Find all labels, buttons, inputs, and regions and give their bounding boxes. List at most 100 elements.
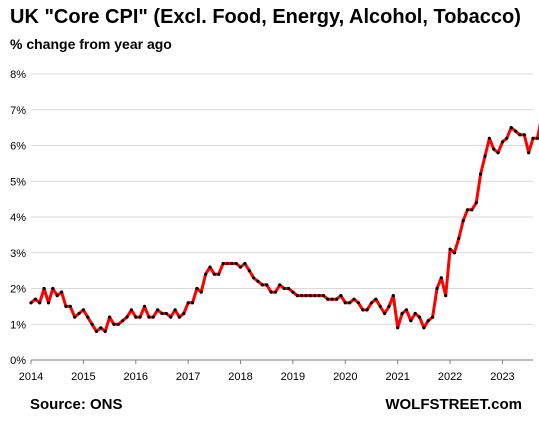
data-point: [68, 304, 72, 308]
x-axis-tick-labels: 2014 2015 2016 2017 2018 2019 2020 2021 2022 2023: [19, 371, 515, 383]
data-point: [326, 297, 330, 301]
data-point: [282, 286, 286, 291]
data-point: [138, 315, 142, 319]
data-point: [278, 283, 282, 287]
data-point: [365, 308, 369, 312]
data-point: [335, 297, 339, 301]
data-point: [422, 326, 426, 330]
data-point: [496, 151, 500, 155]
data-point: [252, 276, 256, 280]
data-point: [116, 322, 120, 326]
data-point: [304, 294, 308, 298]
data-point: [470, 208, 474, 212]
y-tick-label: 6%: [10, 141, 26, 153]
y-tick-label: 2%: [10, 284, 26, 296]
data-point: [505, 136, 509, 140]
data-point: [383, 311, 387, 316]
data-point: [125, 315, 129, 319]
data-point: [413, 311, 417, 316]
data-point: [208, 265, 212, 269]
data-point: [273, 290, 278, 294]
data-point: [265, 283, 269, 287]
data-point: [431, 315, 435, 319]
data-point: [287, 286, 291, 291]
x-tick-label: 2022: [438, 371, 462, 383]
data-point: [238, 265, 243, 269]
data-point: [221, 261, 225, 266]
y-tick-label: 1%: [10, 319, 26, 331]
data-point: [409, 319, 413, 323]
data-point: [29, 301, 33, 305]
data-point: [291, 290, 295, 294]
data-point: [527, 151, 531, 155]
y-tick-label: 5%: [10, 176, 26, 188]
data-point: [195, 286, 199, 291]
x-tick-label: 2019: [281, 371, 305, 383]
data-point: [108, 315, 112, 319]
x-tick-label: 2015: [71, 371, 95, 383]
data-point: [81, 308, 85, 312]
data-point: [369, 301, 374, 305]
data-point: [164, 311, 168, 316]
data-point: [243, 261, 247, 266]
data-point: [156, 308, 160, 312]
data-point: [461, 219, 465, 223]
data-point: [204, 272, 208, 276]
y-tick-label: 4%: [10, 212, 26, 224]
data-point: [147, 315, 151, 319]
data-point: [435, 286, 439, 291]
data-point: [439, 276, 443, 280]
data-point: [343, 301, 347, 305]
y-tick-label: 3%: [10, 248, 26, 260]
data-point: [269, 290, 273, 294]
data-point: [479, 172, 483, 176]
chart-title: UK "Core CPI" (Excl. Food, Energy, Alcoh…: [10, 6, 521, 28]
data-point: [348, 301, 352, 305]
brand-label: WOLFSTREET.com: [385, 396, 522, 413]
data-point: [522, 133, 526, 137]
data-point: [457, 236, 461, 240]
y-tick-label: 7%: [10, 105, 26, 117]
data-point: [426, 319, 430, 323]
data-point: [391, 294, 395, 298]
data-point: [103, 329, 107, 333]
data-point: [199, 290, 203, 294]
data-point: [60, 290, 64, 294]
data-point: [64, 304, 68, 308]
data-point: [321, 294, 326, 298]
data-point: [33, 297, 38, 301]
x-tick-label: 2014: [19, 371, 43, 383]
data-point: [173, 308, 177, 312]
data-point: [86, 315, 90, 319]
x-tick-label: 2016: [124, 371, 148, 383]
data-point: [112, 322, 116, 326]
data-point: [38, 301, 42, 305]
data-point: [514, 129, 518, 133]
data-point: [313, 294, 317, 298]
data-point: [260, 283, 264, 287]
x-tick-label: 2023: [490, 371, 514, 383]
data-point: [94, 329, 99, 333]
data-point: [177, 315, 181, 319]
data-point: [73, 315, 77, 319]
data-point: [77, 311, 81, 316]
data-point: [142, 304, 147, 308]
data-point: [387, 304, 391, 308]
data-point: [46, 301, 51, 305]
data-point: [55, 294, 59, 298]
data-point: [225, 261, 229, 266]
data-point: [90, 322, 94, 326]
data-point: [378, 304, 382, 308]
data-point: [509, 126, 513, 130]
data-point: [492, 147, 496, 151]
data-point: [400, 311, 404, 316]
data-point: [356, 301, 360, 305]
data-point: [247, 269, 251, 273]
x-tick-label: 2021: [385, 371, 409, 383]
y-axis-tick-labels: 0% 1% 2% 3% 4% 5% 6% 7% 8%: [10, 69, 26, 367]
data-point: [404, 308, 408, 312]
data-point: [448, 247, 452, 251]
data-point: [256, 279, 260, 283]
data-point: [465, 208, 470, 212]
data-point: [531, 136, 535, 140]
